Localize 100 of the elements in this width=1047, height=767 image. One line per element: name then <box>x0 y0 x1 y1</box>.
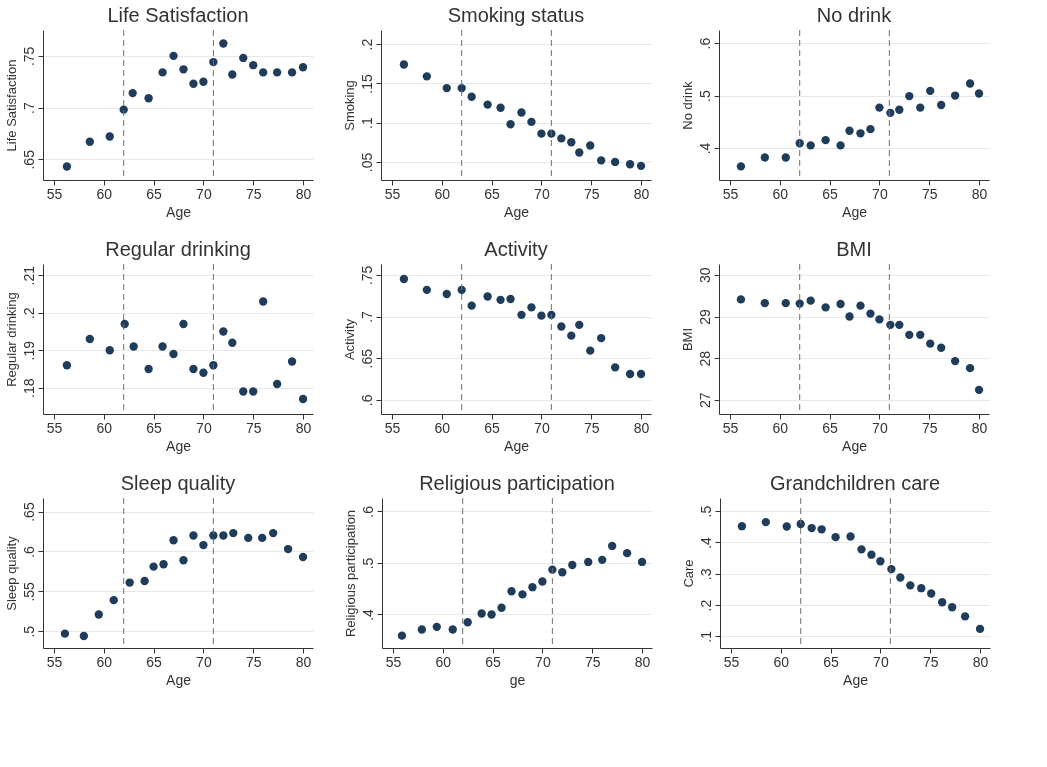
point <box>845 126 854 135</box>
point <box>219 327 228 336</box>
chart-title: Religious participation <box>419 471 615 494</box>
x-tick-label: 80 <box>295 419 312 436</box>
point <box>636 161 646 171</box>
y-tick-label: .5 <box>696 90 713 102</box>
point <box>518 590 527 599</box>
x-tick-label: 65 <box>822 185 839 202</box>
x-tick-label: 65 <box>146 653 163 670</box>
point <box>249 387 258 396</box>
point <box>506 120 515 129</box>
point <box>287 357 297 366</box>
point <box>169 51 178 61</box>
point <box>537 311 546 320</box>
point <box>568 560 577 570</box>
y-axis-title: BMI <box>679 327 695 352</box>
point <box>422 285 432 295</box>
y-tick-label: .2 <box>358 38 375 51</box>
point <box>125 578 134 587</box>
x-tick-label: 65 <box>484 185 501 202</box>
point <box>781 153 790 162</box>
point <box>927 589 936 598</box>
y-axis-title: Regular drinking <box>3 292 19 387</box>
point <box>856 301 865 310</box>
y-axis-title: Life Satisfaction <box>3 59 19 152</box>
x-tick-label: 55 <box>385 653 402 670</box>
point <box>760 298 770 308</box>
x-tick-label: 55 <box>384 185 401 202</box>
point <box>249 61 258 70</box>
point <box>209 531 218 540</box>
x-tick-label: 80 <box>634 653 651 670</box>
point <box>120 319 129 329</box>
point <box>637 557 647 567</box>
x-tick-label: 60 <box>96 653 113 670</box>
point <box>298 552 308 562</box>
x-tick-label: 75 <box>583 419 600 436</box>
x-axis-title: Age <box>504 203 530 220</box>
x-tick-label: 60 <box>434 185 451 202</box>
point <box>567 331 576 340</box>
x-tick-label: 75 <box>245 419 262 436</box>
x-tick-label: 80 <box>633 185 650 202</box>
x-axis-title: Age <box>166 671 192 688</box>
y-tick-label: .4 <box>359 608 376 621</box>
point <box>557 134 566 143</box>
chart-title: Life Satisfaction <box>107 3 249 26</box>
point <box>796 519 805 529</box>
point <box>169 536 178 545</box>
x-tick-label: 70 <box>872 185 888 202</box>
point <box>62 162 72 171</box>
point <box>199 540 208 550</box>
point <box>586 141 595 150</box>
point <box>272 379 282 389</box>
x-axis-title: Age <box>842 437 868 454</box>
point <box>94 610 103 619</box>
point <box>557 322 566 331</box>
point <box>610 363 620 372</box>
x-tick-label: 55 <box>722 419 739 436</box>
point <box>496 103 505 112</box>
point <box>417 625 427 634</box>
point <box>287 68 297 77</box>
point <box>228 338 237 347</box>
point <box>936 100 946 110</box>
point <box>442 289 451 299</box>
point <box>199 368 208 377</box>
point <box>895 105 904 114</box>
point <box>179 65 188 74</box>
y-tick-label: .19 <box>20 340 37 361</box>
x-tick-label: 70 <box>873 653 889 670</box>
point <box>906 581 915 590</box>
x-tick-label: 60 <box>772 185 789 202</box>
x-tick-label: 75 <box>921 419 938 436</box>
point <box>189 531 198 540</box>
point <box>399 60 409 69</box>
point <box>761 517 771 527</box>
point <box>457 285 466 295</box>
point <box>487 610 496 619</box>
y-tick-label: .2 <box>20 307 37 320</box>
point <box>584 557 593 567</box>
point <box>527 117 536 127</box>
point <box>975 624 985 634</box>
x-tick-label: 75 <box>921 185 938 202</box>
point <box>268 528 278 538</box>
x-tick-label: 75 <box>245 185 262 202</box>
point <box>457 83 466 93</box>
point <box>597 156 606 165</box>
point <box>622 548 632 558</box>
point <box>806 141 815 150</box>
x-tick-label: 75 <box>584 653 601 670</box>
point <box>199 77 208 86</box>
x-tick-label: 55 <box>46 185 63 202</box>
point <box>625 369 635 379</box>
point <box>916 330 925 340</box>
point <box>129 342 138 351</box>
point <box>467 92 476 101</box>
point <box>219 39 228 48</box>
point <box>821 135 830 145</box>
x-axis-title: Age <box>166 203 192 220</box>
point <box>567 138 576 147</box>
y-tick-label: .4 <box>696 142 713 155</box>
point <box>128 88 137 98</box>
